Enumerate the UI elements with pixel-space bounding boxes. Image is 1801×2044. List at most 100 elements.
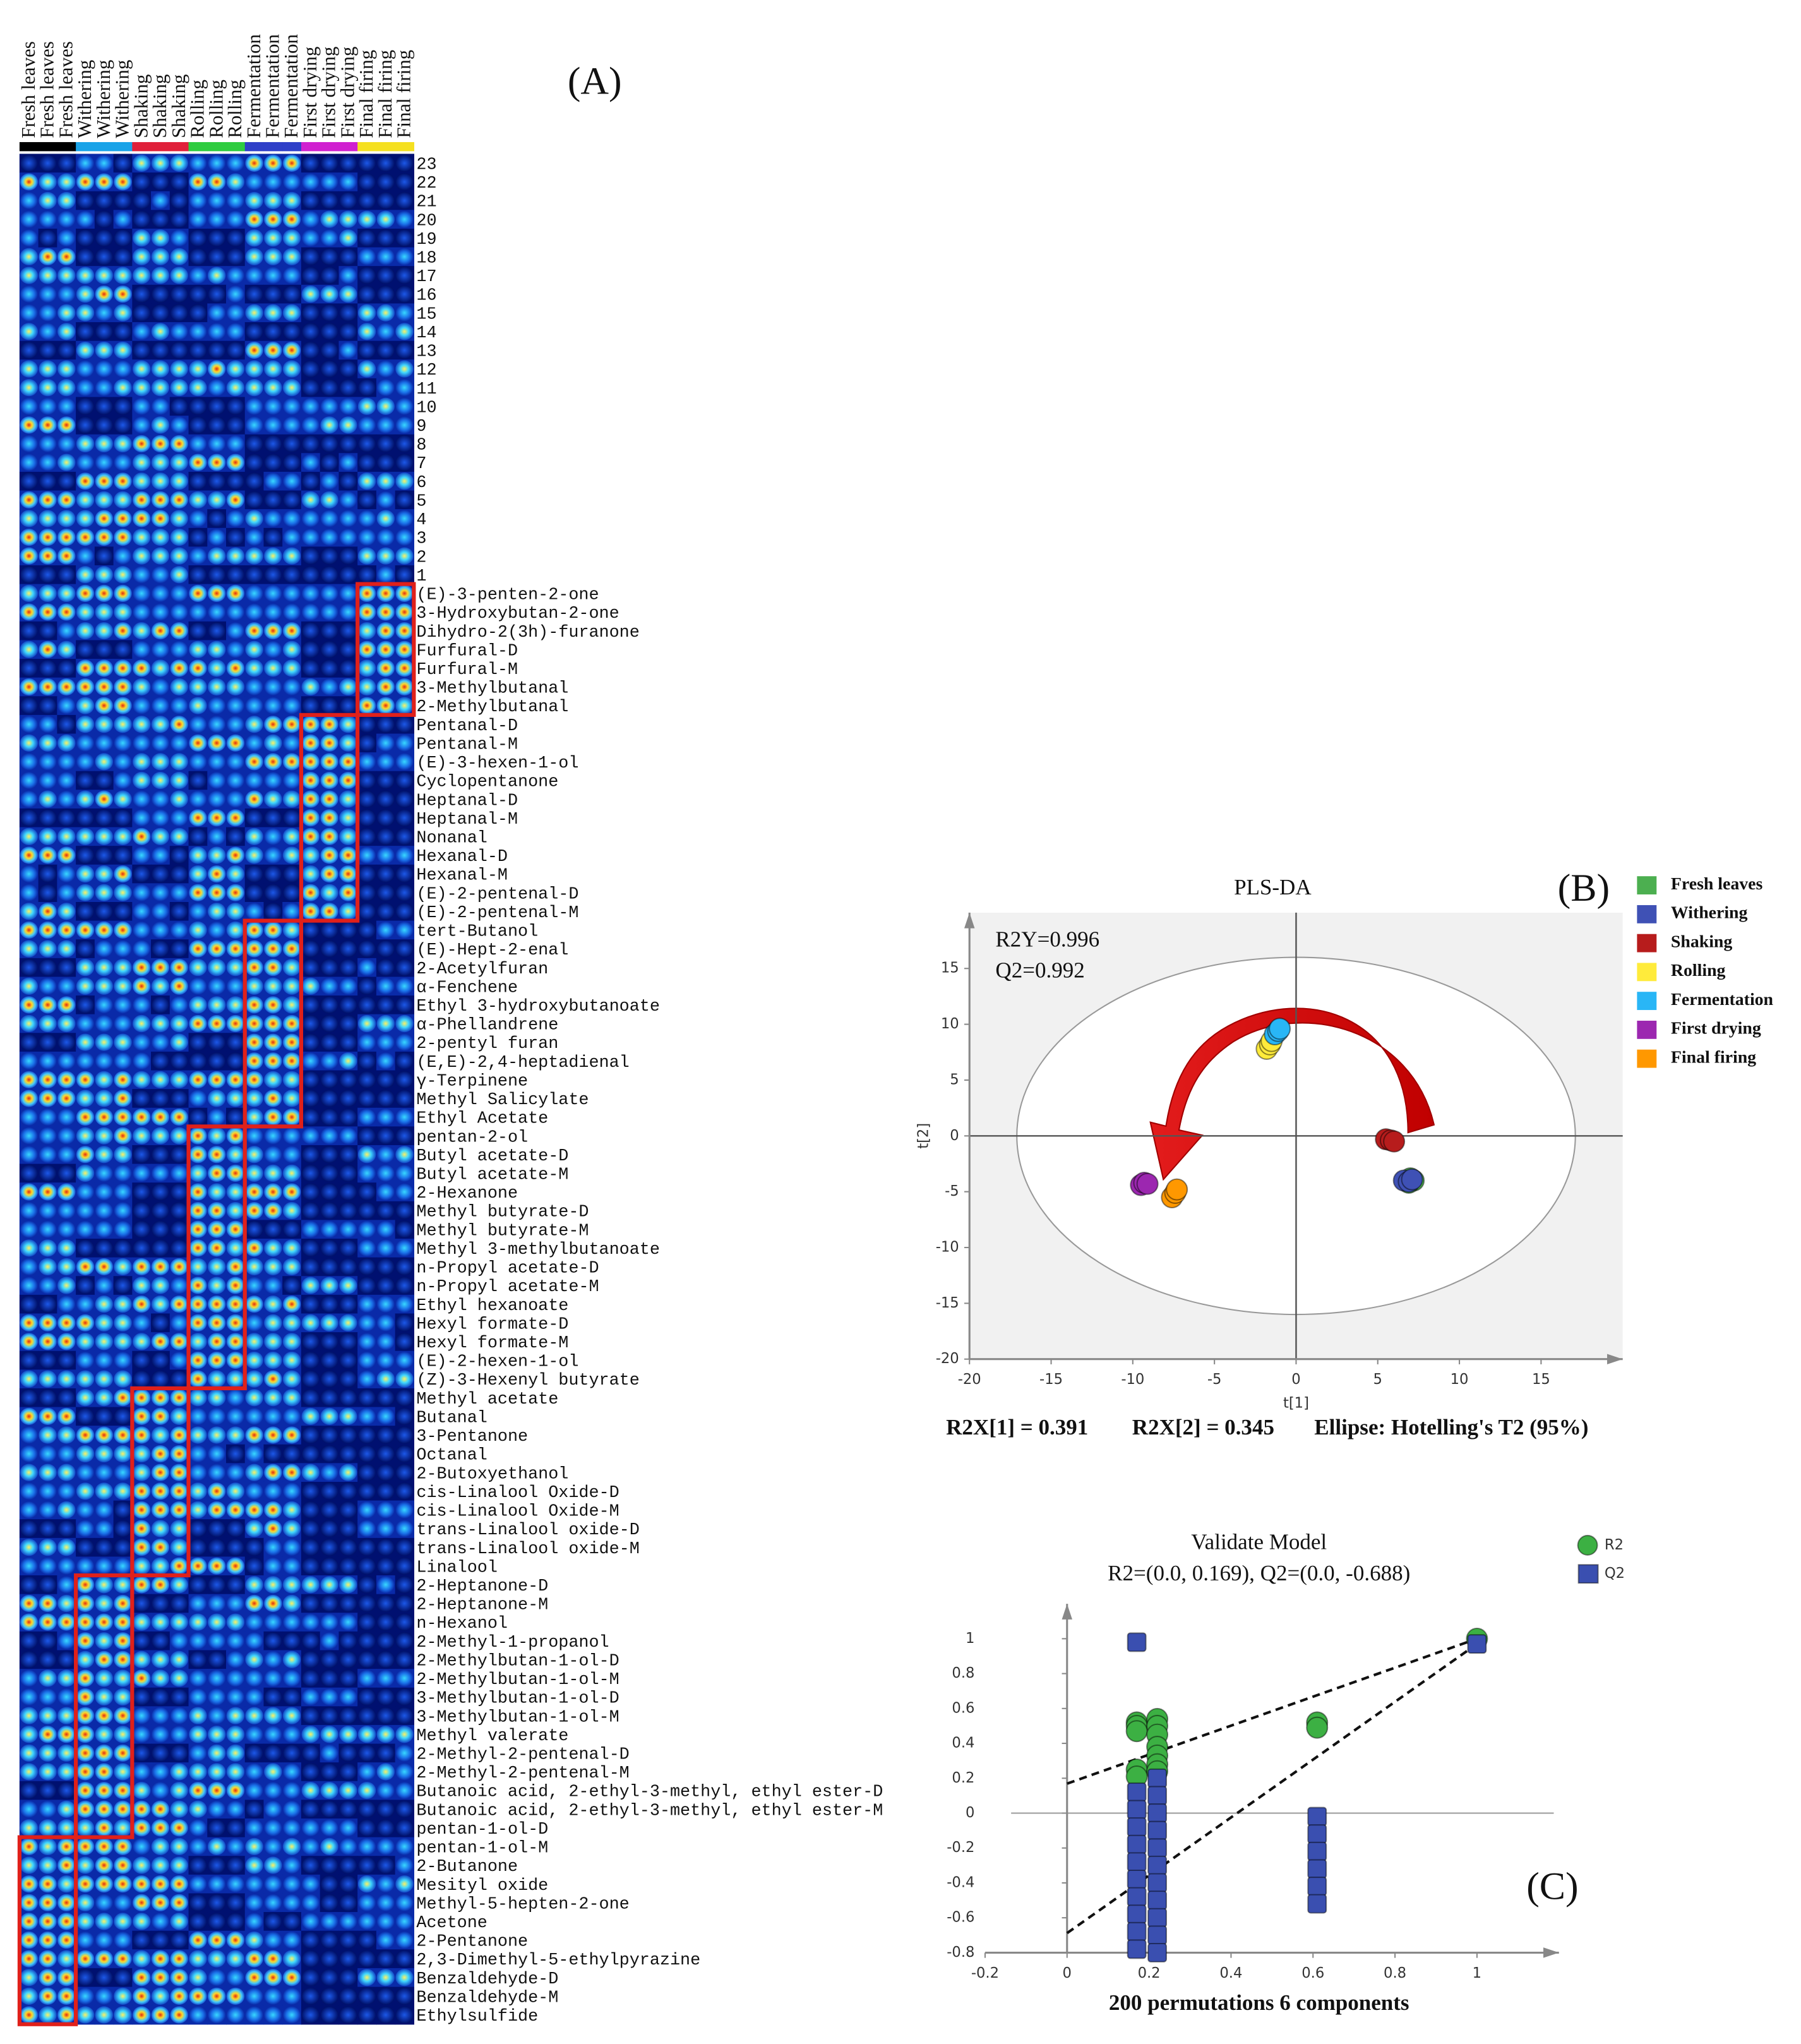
heatmap-spot (226, 416, 245, 434)
heatmap-spot (132, 1164, 151, 1182)
heatmap-spot (376, 1688, 395, 1706)
heatmap-spot (395, 1407, 414, 1425)
heatmap-spot (207, 1913, 226, 1930)
heatmap-spot (170, 191, 188, 210)
heatmap-spot (207, 547, 226, 565)
heatmap-spot (151, 1557, 170, 1575)
heatmap-spot (95, 285, 113, 303)
column-label: Withering (92, 60, 114, 138)
heatmap-spot (395, 1763, 414, 1781)
heatmap-spot (114, 454, 132, 471)
heatmap-spot (95, 903, 113, 920)
heatmap-spot (95, 1183, 113, 1201)
row-label: 2 (416, 548, 426, 567)
heatmap-spot (282, 1856, 301, 1874)
heatmap-spot (132, 547, 151, 565)
heatmap-spot (151, 1090, 170, 1107)
heatmap-spot (151, 1632, 170, 1650)
heatmap-spot (357, 379, 376, 397)
heatmap-spot (301, 584, 320, 603)
heatmap-spot (170, 1520, 188, 1537)
heatmap-spot (320, 248, 338, 266)
heatmap-spot (132, 659, 151, 677)
heatmap-spot (357, 1969, 376, 1987)
heatmap-spot (395, 1894, 414, 1911)
heatmap-spot (170, 1726, 188, 1743)
heatmap-spot (357, 996, 376, 1014)
heatmap-spot (282, 1333, 301, 1350)
heatmap-spot (207, 491, 226, 508)
y-axis-label: t[2] (916, 1123, 932, 1149)
group-bar (357, 141, 377, 152)
heatmap-spot (301, 903, 320, 920)
heatmap-spot (357, 790, 376, 808)
heatmap-spot (95, 528, 113, 546)
column-label: Withering (73, 60, 95, 138)
heatmap-spot (395, 1426, 414, 1444)
y-axis-head (964, 912, 975, 929)
heatmap-spot (57, 809, 76, 827)
chart-subtitle: R2=(0.0, 0.169), Q2=(0.0, -0.688) (1108, 1561, 1410, 1585)
heatmap-spot (226, 1557, 245, 1575)
heatmap-spot (376, 267, 395, 284)
heatmap-spot (207, 397, 226, 415)
heatmap-spot (226, 678, 245, 696)
heatmap-spot (57, 547, 76, 565)
heatmap-spot (189, 1389, 207, 1407)
heatmap-spot (57, 697, 76, 714)
heatmap-spot (376, 640, 395, 658)
heatmap-spot (226, 1576, 245, 1594)
heatmap-spot (20, 1669, 39, 1687)
x-tick-label: -10 (1121, 1371, 1144, 1388)
legend-label: Shaking (1671, 932, 1732, 951)
heatmap-spot (226, 940, 245, 958)
heatmap-spot (151, 940, 170, 958)
row-label: Furfural-M (416, 661, 518, 680)
heatmap-spot (357, 472, 376, 490)
heatmap-spot (20, 1520, 39, 1537)
heatmap-spot (20, 154, 39, 172)
cluster-box (356, 582, 416, 717)
heatmap-spot (170, 1033, 188, 1051)
heatmap-spot (301, 229, 320, 247)
heatmap-spot (20, 1014, 39, 1033)
row-label: Mesityl oxide (416, 1877, 548, 1896)
heatmap-spot (39, 154, 57, 172)
heatmap-spot (282, 1071, 301, 1088)
heatmap-spot (301, 1482, 320, 1500)
heatmap-spot (76, 1014, 95, 1033)
heatmap-spot (132, 1688, 151, 1706)
heatmap-spot (320, 1033, 338, 1051)
row-label: γ-Terpinene (416, 1072, 528, 1091)
heatmap-spot (339, 622, 357, 640)
heatmap-spot (76, 790, 95, 808)
heatmap-spot (226, 1913, 245, 1930)
heatmap-spot (357, 1669, 376, 1687)
heatmap-spot (301, 1576, 320, 1594)
heatmap-spot (151, 454, 170, 471)
heatmap-spot (132, 528, 151, 546)
heatmap-spot (170, 1781, 188, 1800)
heatmap-spot (226, 1370, 245, 1388)
heatmap-spot (20, 528, 39, 546)
row-label: 1 (416, 567, 426, 586)
heatmap-spot (132, 397, 151, 415)
heatmap-spot (114, 341, 132, 359)
heatmap-spot (395, 285, 414, 303)
group-bar (338, 141, 358, 152)
annotation: R2Y=0.996 (995, 927, 1099, 951)
heatmap-spot (376, 809, 395, 827)
y-tick-label: 0 (966, 1805, 974, 1821)
heatmap-spot (320, 622, 338, 640)
heatmap-spot (301, 566, 320, 584)
heatmap-spot (376, 435, 395, 453)
heatmap-spot (376, 1950, 395, 1968)
heatmap-spot (301, 397, 320, 415)
heatmap-spot (339, 865, 357, 883)
heatmap-spot (226, 1875, 245, 1893)
heatmap-spot (264, 191, 282, 210)
heatmap-spot (189, 154, 207, 172)
heatmap-spot (95, 1950, 113, 1968)
heatmap-spot (357, 865, 376, 883)
heatmap-spot (114, 1146, 132, 1163)
